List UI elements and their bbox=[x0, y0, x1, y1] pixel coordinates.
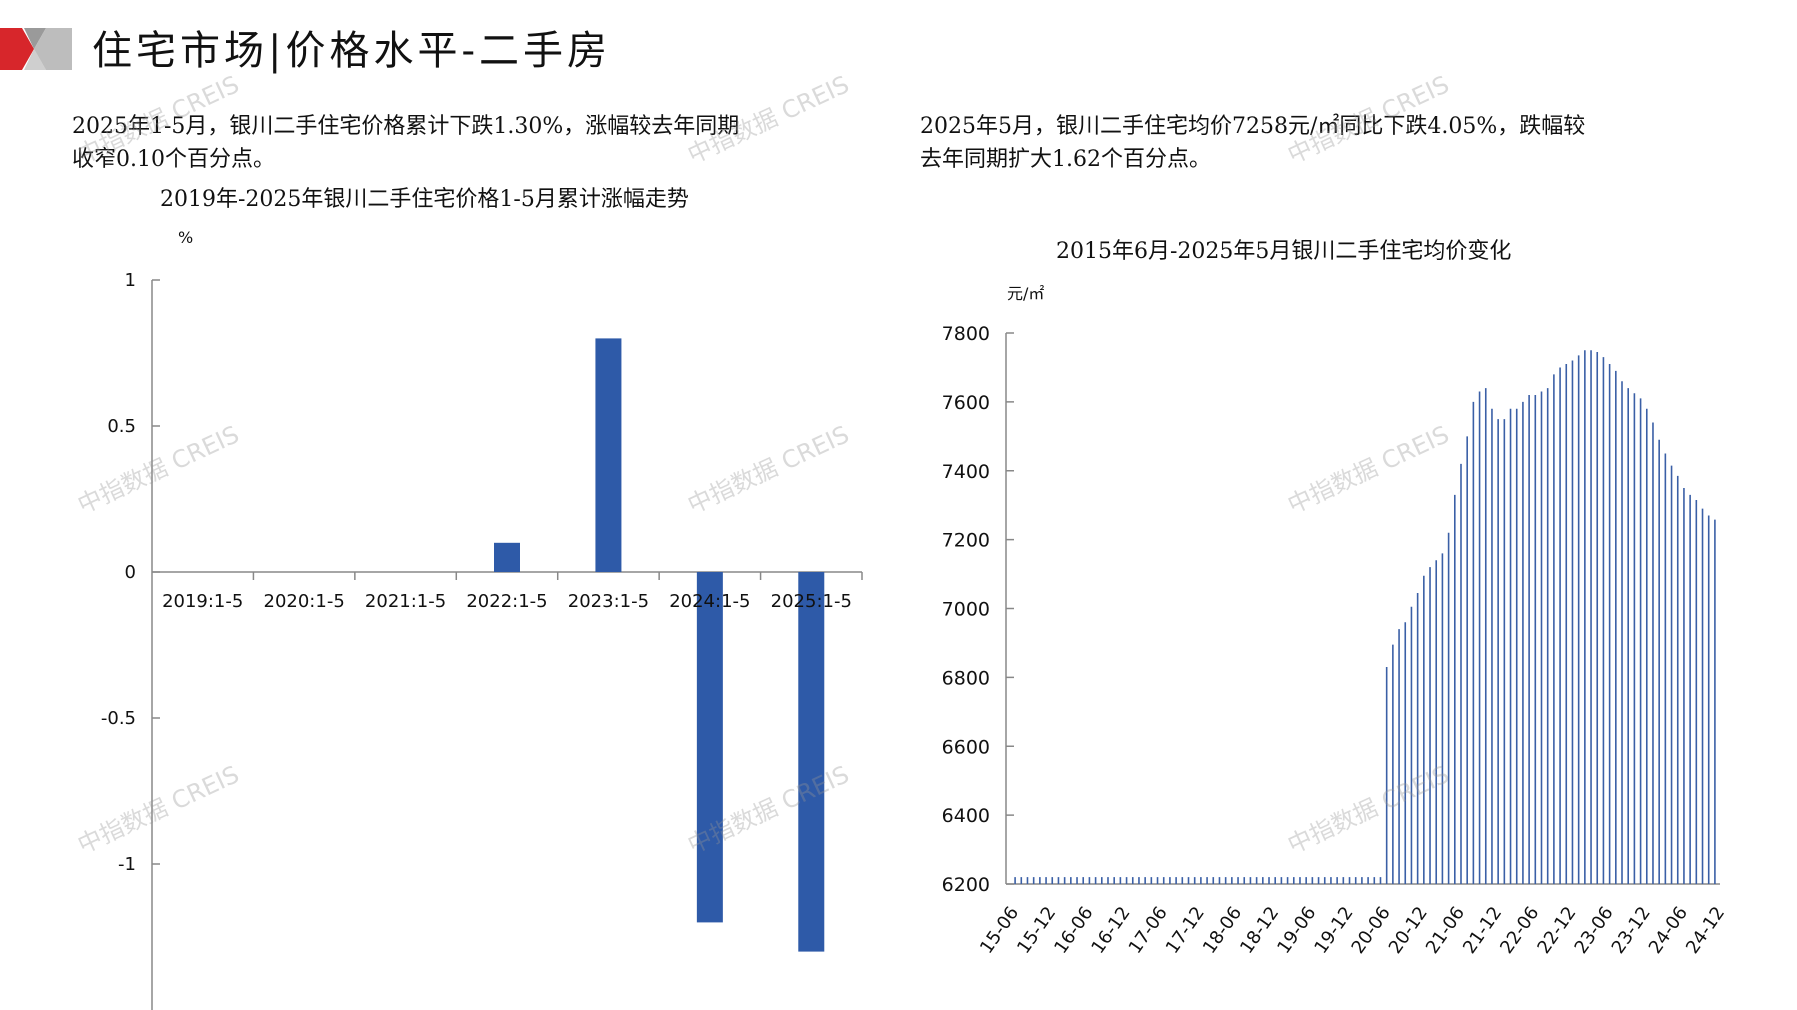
bar bbox=[595, 338, 622, 572]
x-tick-label: 21-12 bbox=[1459, 903, 1506, 958]
y-tick-label: 6600 bbox=[942, 736, 990, 758]
x-tick-label: 17-12 bbox=[1162, 903, 1209, 958]
x-tick-label: 2025:1-5 bbox=[771, 591, 852, 612]
x-tick-label: 20-06 bbox=[1348, 903, 1395, 958]
left-chart-title: 2019年-2025年银川二手住宅价格1-5月累计涨幅走势 bbox=[160, 187, 689, 212]
y-tick-label: 6400 bbox=[942, 805, 990, 827]
y-tick-label: 1 bbox=[125, 270, 136, 291]
x-tick-label: 19-12 bbox=[1310, 903, 1357, 958]
y-tick-label: 6200 bbox=[942, 874, 990, 896]
x-tick-label: 15-06 bbox=[976, 903, 1023, 958]
right-chart-unit: 元/㎡ bbox=[1007, 284, 1045, 303]
right-note-line2: 去年同期扩大1.62个百分点。 bbox=[920, 147, 1211, 172]
left-note-line1: 2025年1-5月，银川二手住宅价格累计下跌1.30%，涨幅较去年同期 bbox=[72, 114, 740, 139]
y-tick-label: 7000 bbox=[942, 599, 990, 621]
x-tick-label: 22-12 bbox=[1533, 903, 1580, 958]
x-tick-label: 16-06 bbox=[1050, 903, 1097, 958]
x-tick-label: 23-12 bbox=[1608, 903, 1655, 958]
y-tick-label: 7600 bbox=[942, 392, 990, 414]
x-tick-label: 20-12 bbox=[1385, 903, 1432, 958]
x-tick-label: 18-12 bbox=[1236, 903, 1283, 958]
y-tick-label: -0.5 bbox=[101, 708, 136, 729]
x-tick-label: 2021:1-5 bbox=[365, 591, 446, 612]
x-tick-label: 2023:1-5 bbox=[568, 591, 649, 612]
left-chart-unit: % bbox=[178, 228, 194, 247]
left-note-line2: 收窄0.10个百分点。 bbox=[72, 147, 275, 172]
x-tick-label: 17-06 bbox=[1125, 903, 1172, 958]
left-summary-note: 2025年1-5月，银川二手住宅价格累计下跌1.30%，涨幅较去年同期 收窄0.… bbox=[72, 110, 739, 176]
x-tick-label: 16-12 bbox=[1087, 903, 1134, 958]
y-tick-label: 6800 bbox=[942, 667, 990, 689]
y-tick-label: 7800 bbox=[942, 323, 990, 345]
right-chart-title: 2015年6月-2025年5月银川二手住宅均价变化 bbox=[1056, 239, 1512, 264]
x-tick-label: 21-06 bbox=[1422, 903, 1469, 958]
x-tick-label: 23-06 bbox=[1571, 903, 1618, 958]
right-summary-note: 2025年5月，银川二手住宅均价7258元/㎡同比下跌4.05%，跌幅较 去年同… bbox=[920, 110, 1585, 176]
x-tick-label: 24-12 bbox=[1682, 903, 1729, 958]
brand-logo bbox=[0, 28, 72, 70]
y-tick-label: -1 bbox=[118, 854, 136, 875]
x-tick-label: 2019:1-5 bbox=[162, 591, 243, 612]
page-title: 住宅市场|价格水平-二手房 bbox=[92, 28, 611, 74]
right-note-line1: 2025年5月，银川二手住宅均价7258元/㎡同比下跌4.05%，跌幅较 bbox=[920, 114, 1586, 139]
x-tick-label: 18-06 bbox=[1199, 903, 1246, 958]
bar bbox=[494, 542, 520, 572]
bar bbox=[696, 572, 723, 923]
bar bbox=[798, 572, 825, 952]
x-tick-label: 19-06 bbox=[1273, 903, 1320, 958]
x-tick-label: 24-06 bbox=[1645, 903, 1692, 958]
x-tick-label: 15-12 bbox=[1013, 903, 1060, 958]
y-tick-label: 0.5 bbox=[107, 416, 136, 437]
x-tick-label: 2022:1-5 bbox=[466, 591, 547, 612]
x-tick-label: 2024:1-5 bbox=[669, 591, 750, 612]
y-tick-label: 0 bbox=[125, 562, 136, 583]
y-tick-label: 7200 bbox=[942, 530, 990, 552]
x-tick-label: 2020:1-5 bbox=[264, 591, 345, 612]
y-tick-label: 7400 bbox=[942, 461, 990, 483]
x-tick-label: 22-06 bbox=[1496, 903, 1543, 958]
